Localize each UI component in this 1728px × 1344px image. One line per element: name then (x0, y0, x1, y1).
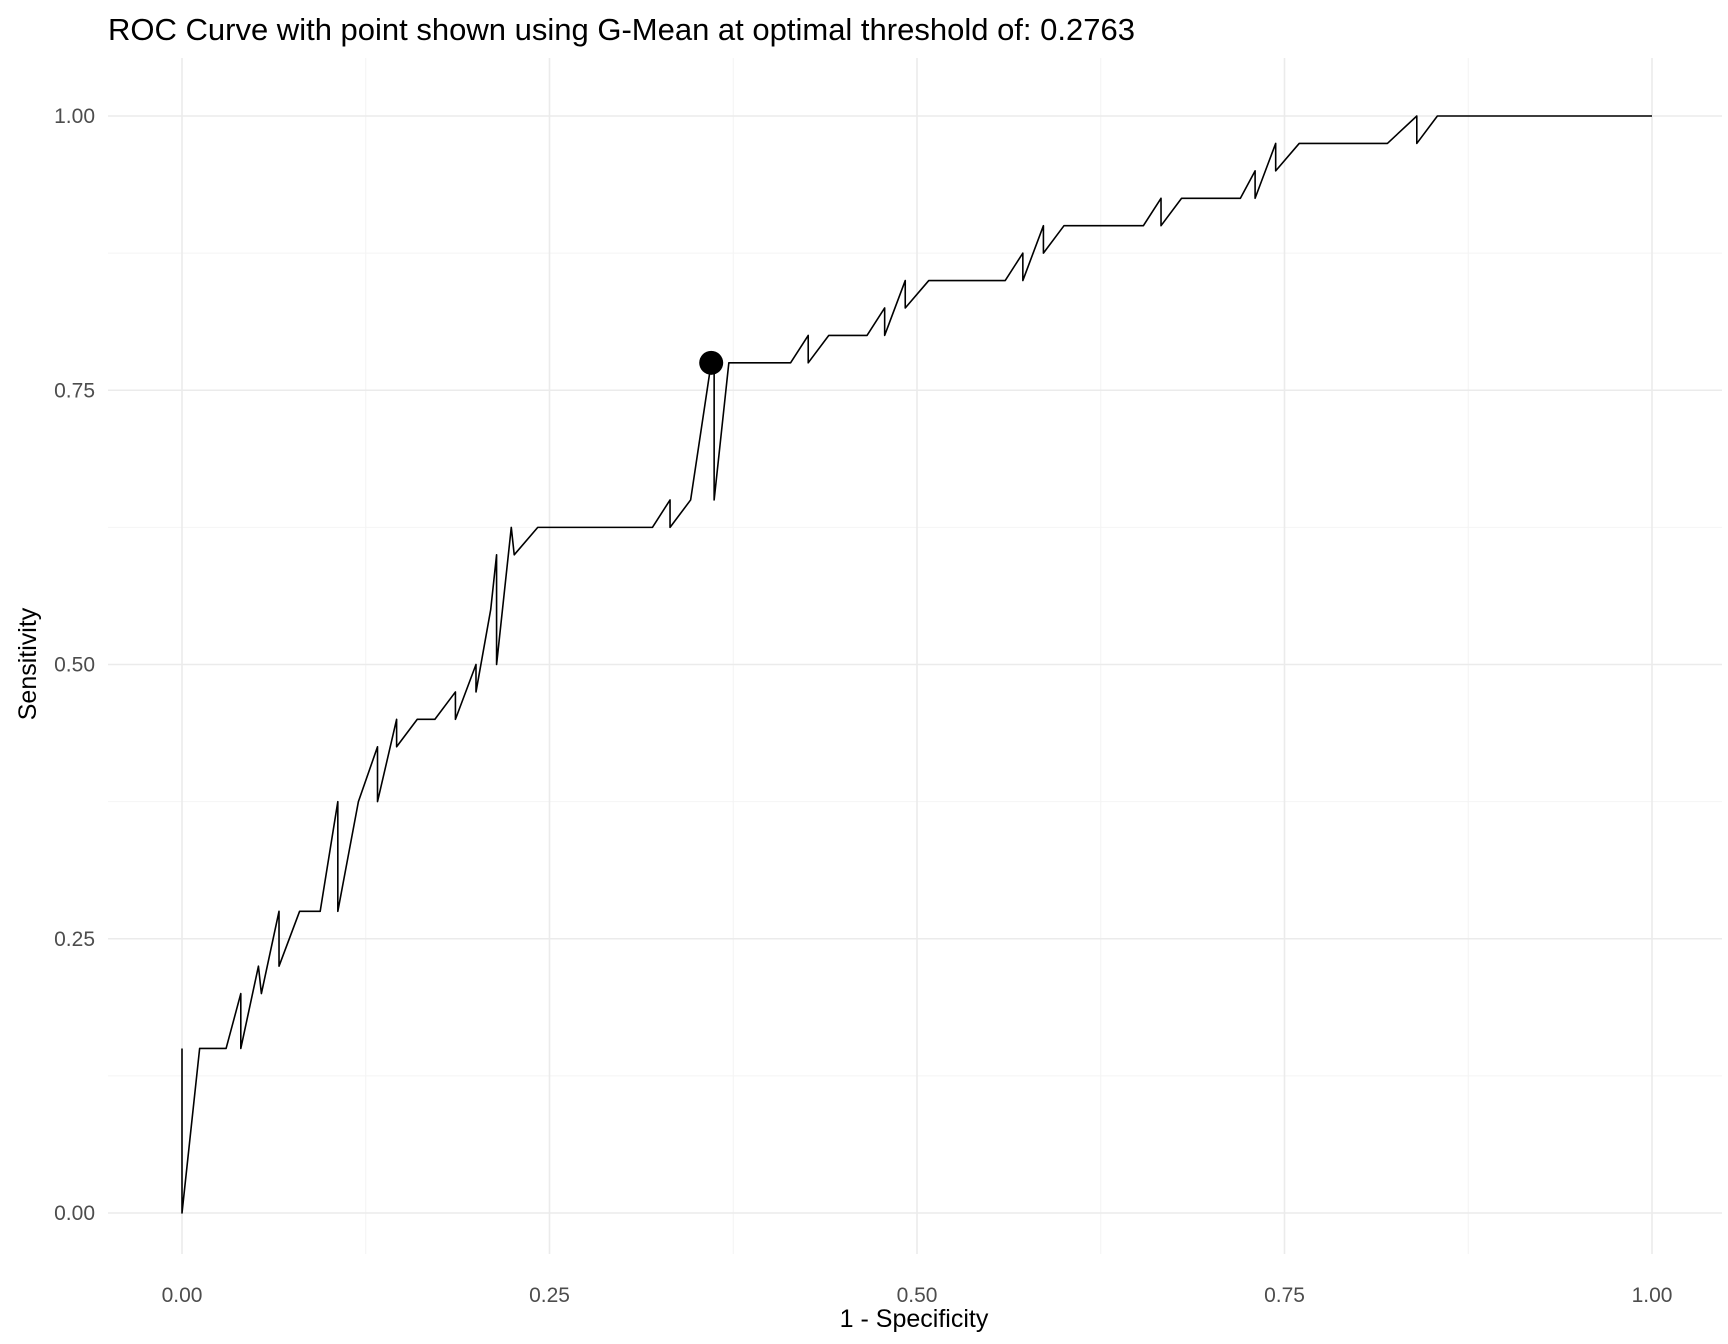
y-axis-title: Sensitivity (14, 607, 42, 720)
y-tick-label: 1.00 (54, 105, 95, 128)
x-tick-label: 1.00 (1632, 1284, 1673, 1307)
y-tick-label: 0.00 (54, 1202, 95, 1225)
x-tick-label: 0.25 (529, 1284, 570, 1307)
major-gridlines (108, 58, 1722, 1254)
y-tick-label: 0.50 (54, 654, 95, 677)
y-tick-label: 0.25 (54, 928, 95, 951)
optimal-threshold-point (699, 350, 724, 375)
x-axis-tick-labels: 0.00 0.25 0.50 0.75 1.00 (162, 1284, 1673, 1307)
roc-curve-line (181, 115, 1652, 1214)
x-tick-label: 0.00 (162, 1284, 203, 1307)
y-tick-label: 0.75 (54, 379, 95, 402)
x-tick-label: 0.50 (897, 1284, 938, 1307)
x-tick-label: 0.75 (1264, 1284, 1305, 1307)
y-axis-tick-labels: 0.00 0.25 0.50 0.75 1.00 (54, 105, 95, 1225)
chart-title: ROC Curve with point shown using G-Mean … (108, 12, 1135, 47)
x-axis-title: 1 - Specificity (840, 1305, 989, 1333)
